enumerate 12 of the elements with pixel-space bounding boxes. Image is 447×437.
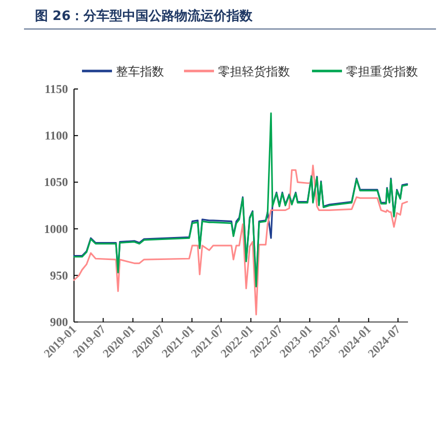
y-tick-label: 1050 bbox=[44, 175, 68, 190]
legend-label: 零担轻货指数 bbox=[218, 64, 290, 78]
y-tick-label: 950 bbox=[50, 268, 68, 282]
y-tick-label: 1000 bbox=[44, 222, 68, 236]
line-series bbox=[73, 112, 408, 288]
y-tick-label: 1150 bbox=[44, 82, 68, 96]
line-series bbox=[73, 164, 408, 316]
y-tick-label: 900 bbox=[50, 315, 68, 329]
chart-title: 图 26：分车型中国公路物流运价指数 bbox=[35, 8, 254, 24]
y-tick-label: 1100 bbox=[44, 128, 68, 143]
legend-label: 整车指数 bbox=[116, 64, 164, 78]
legend-label: 零担重货指数 bbox=[346, 64, 418, 78]
